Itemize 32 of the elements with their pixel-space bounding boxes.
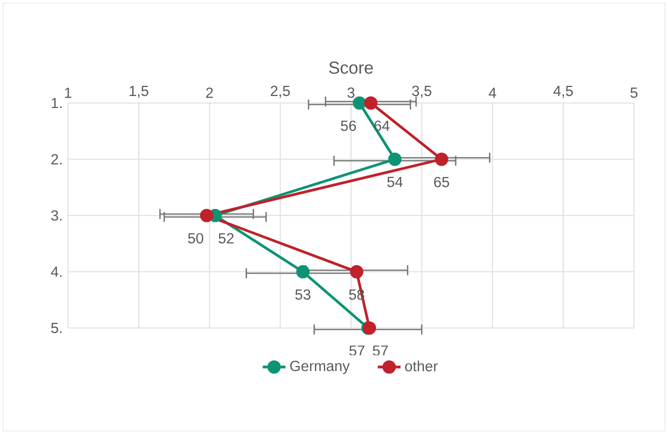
y-tick-label: 1. (52, 98, 62, 108)
x-tick-label: 5 (630, 88, 638, 98)
annotation: 57 (372, 346, 388, 356)
annotation: 54 (387, 176, 403, 188)
x-tick-label: 1 (65, 88, 72, 98)
y-tick-label: 2. (51, 154, 62, 164)
annotation: 53 (295, 289, 310, 300)
annotation: 65 (434, 176, 450, 188)
point (352, 96, 366, 110)
annotation: 52 (218, 233, 234, 244)
x-axis-title: Score (329, 62, 373, 74)
x-tick-label: 4 (488, 88, 496, 98)
x-tick-label: 1,5 (130, 86, 148, 98)
x-tick-label: 4,5 (553, 86, 573, 98)
annotation: 50 (188, 233, 204, 244)
y-tick-label: 3. (51, 210, 62, 221)
x-tick-label: 2 (206, 88, 213, 98)
point (350, 265, 364, 278)
y-tick-label: 5. (51, 322, 62, 334)
legend-label: other (405, 360, 438, 372)
point (200, 208, 214, 222)
x-tick-label: 2,5 (270, 86, 290, 98)
annotation: 56 (340, 120, 356, 131)
y-tick-label: 4. (50, 266, 62, 277)
legend-label: Germany (290, 360, 350, 374)
point (434, 152, 448, 166)
point (364, 96, 378, 110)
x-tick-label: 3,5 (412, 86, 432, 98)
point (296, 265, 310, 278)
x-tick-label: 3 (347, 87, 354, 98)
point (388, 152, 402, 166)
annotation: 57 (349, 346, 364, 356)
